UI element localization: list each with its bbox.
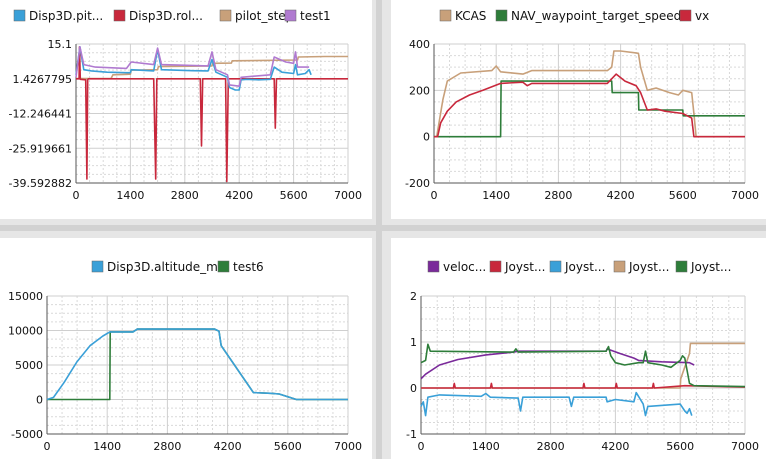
x-tick-label: 0 xyxy=(73,189,80,202)
legend-swatch xyxy=(113,9,126,22)
y-tick-label: 10000 xyxy=(8,325,43,338)
x-tick-label: 5600 xyxy=(274,440,302,453)
y-tick-label: 5000 xyxy=(15,359,43,372)
splitter-horizontal[interactable] xyxy=(0,225,766,231)
legend-label: Disp3D.altitude_m xyxy=(107,260,218,274)
y-tick-label: 0 xyxy=(36,394,43,407)
y-tick-label: -12.246441 xyxy=(9,108,72,121)
x-tick-label: 7000 xyxy=(334,440,362,453)
legend-swatch xyxy=(679,9,692,22)
legend-label: Disp3D.rol... xyxy=(129,9,203,23)
legend-swatch xyxy=(217,260,230,273)
series-line xyxy=(46,328,348,401)
y-tick-label: 400 xyxy=(409,38,430,51)
y-tick-label: -1 xyxy=(406,428,417,441)
legend-swatch xyxy=(489,260,502,273)
x-tick-label: 7000 xyxy=(731,440,759,453)
x-tick-label: 2800 xyxy=(544,189,572,202)
y-tick-label: -39.592882 xyxy=(9,177,72,190)
y-tick-label: 2 xyxy=(410,290,417,303)
legend-label: NAV_waypoint_target_speed xyxy=(511,9,681,23)
legend-swatch xyxy=(219,9,232,22)
series-line xyxy=(420,391,693,417)
series-line xyxy=(434,50,745,138)
legend-swatch xyxy=(549,260,562,273)
x-tick-label: 5600 xyxy=(666,440,694,453)
x-tick-label: 0 xyxy=(431,189,438,202)
legend-swatch xyxy=(439,9,452,22)
x-tick-label: 7000 xyxy=(731,189,759,202)
series-line xyxy=(434,73,745,138)
series-line xyxy=(76,55,348,80)
x-tick-label: 2800 xyxy=(153,440,181,453)
legend-label: pilot_step xyxy=(235,9,293,23)
legend-label: Joyst... xyxy=(690,260,731,274)
x-tick-label: 1400 xyxy=(116,189,144,202)
legend-swatch xyxy=(675,260,688,273)
y-tick-label: 1.4267795 xyxy=(13,73,73,86)
legend-swatch xyxy=(284,9,297,22)
x-tick-label: 1400 xyxy=(472,440,500,453)
legend-label: Joyst... xyxy=(504,260,545,274)
x-tick-label: 4200 xyxy=(601,440,629,453)
series-line xyxy=(421,382,746,389)
legend-swatch xyxy=(613,260,626,273)
legend-swatch xyxy=(495,9,508,22)
x-tick-label: 5600 xyxy=(669,189,697,202)
x-tick-label: 1400 xyxy=(93,440,121,453)
series-line xyxy=(420,343,746,388)
y-tick-label: -5000 xyxy=(11,428,43,441)
x-tick-label: 4200 xyxy=(607,189,635,202)
legend-swatch xyxy=(91,260,104,273)
legend-label: Disp3D.pit... xyxy=(29,9,103,23)
y-tick-label: -25.919661 xyxy=(9,142,72,155)
x-tick-label: 0 xyxy=(418,440,425,453)
legend-swatch xyxy=(13,9,26,22)
legend-label: veloc... xyxy=(443,260,486,274)
y-tick-label: 1 xyxy=(410,336,417,349)
y-tick-label: -200 xyxy=(405,177,430,190)
legend-label: test1 xyxy=(300,9,331,23)
y-tick-label: 15.1 xyxy=(48,38,73,51)
y-tick-label: 200 xyxy=(409,84,430,97)
legend-swatch xyxy=(427,260,440,273)
series-line xyxy=(75,45,310,87)
x-tick-label: 5600 xyxy=(280,189,308,202)
x-tick-label: 0 xyxy=(44,440,51,453)
y-tick-label: 0 xyxy=(423,131,430,144)
y-tick-label: 0 xyxy=(410,382,417,395)
x-tick-label: 2800 xyxy=(171,189,199,202)
x-tick-label: 1400 xyxy=(482,189,510,202)
legend-label: KCAS xyxy=(455,9,486,23)
x-tick-label: 7000 xyxy=(334,189,362,202)
x-tick-label: 4200 xyxy=(225,189,253,202)
y-tick-label: 15000 xyxy=(8,290,43,303)
x-tick-label: 2800 xyxy=(537,440,565,453)
legend-label: Joyst... xyxy=(564,260,605,274)
series-line xyxy=(76,45,348,183)
x-tick-label: 4200 xyxy=(214,440,242,453)
legend-label: Joyst... xyxy=(628,260,669,274)
legend-label: test6 xyxy=(233,260,264,274)
legend-label: vx xyxy=(695,9,709,23)
